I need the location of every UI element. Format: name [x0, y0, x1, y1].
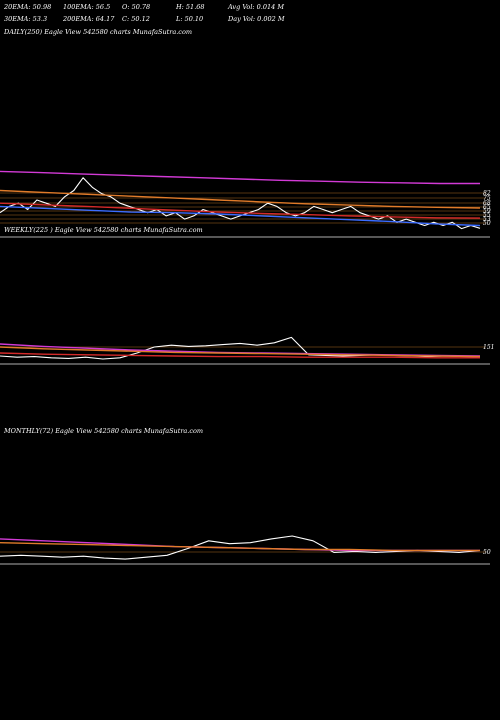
daily-series-2: [0, 189, 481, 209]
monthly-series-2: [0, 542, 480, 552]
stat-20ema: 20EMA: 50.98: [4, 3, 52, 11]
monthly-panel: 50: [0, 535, 491, 565]
weekly-series-3: [0, 352, 480, 359]
daily-tick-label: 59: [483, 208, 491, 215]
stat-close: C: 50.12: [122, 15, 150, 23]
stat-avg-vol: Avg Vol: 0.014 M: [228, 3, 285, 11]
stat-100ema: 100EMA: 56.5: [63, 3, 111, 11]
stat-200ema: 200EMA: 64.17: [63, 15, 115, 23]
stat-day-vol: Day Vol: 0.002 M: [228, 15, 285, 23]
stat-30ema: 30EMA: 53.3: [4, 15, 48, 23]
daily-tick-label: 65: [483, 204, 491, 211]
weekly-series-2: [0, 346, 481, 358]
stat-open: O: 50.78: [122, 3, 151, 11]
daily-series-0: [0, 177, 481, 230]
monthly-series-0: [0, 535, 481, 560]
weekly-tick-label: 151: [483, 344, 494, 351]
daily-tick-label: 75: [483, 195, 491, 202]
daily-series-3: [0, 202, 481, 219]
daily-tick-label: 68: [483, 200, 491, 207]
daily-tick-label: 55: [483, 212, 491, 219]
weekly-panel-label: WEEKLY(225 ) Eagle View 542580 charts Mu…: [4, 226, 203, 234]
daily-panel-label: DAILY(250) Eagle View 542580 charts Muna…: [4, 28, 193, 36]
stat-high: H: 51.68: [176, 3, 205, 11]
daily-series-4: [0, 205, 481, 227]
monthly-panel-label: MONTHLY(72) Eagle View 542580 charts Mun…: [4, 427, 204, 435]
monthly-tick-label: 50: [483, 549, 491, 556]
stat-low: L: 50.10: [176, 15, 204, 23]
daily-series-1: [0, 170, 480, 185]
daily-tick-label: 53: [483, 216, 491, 223]
daily-tick-label: 50: [483, 220, 491, 227]
daily-tick-label: 82: [483, 190, 491, 197]
weekly-panel: 151: [0, 336, 494, 365]
